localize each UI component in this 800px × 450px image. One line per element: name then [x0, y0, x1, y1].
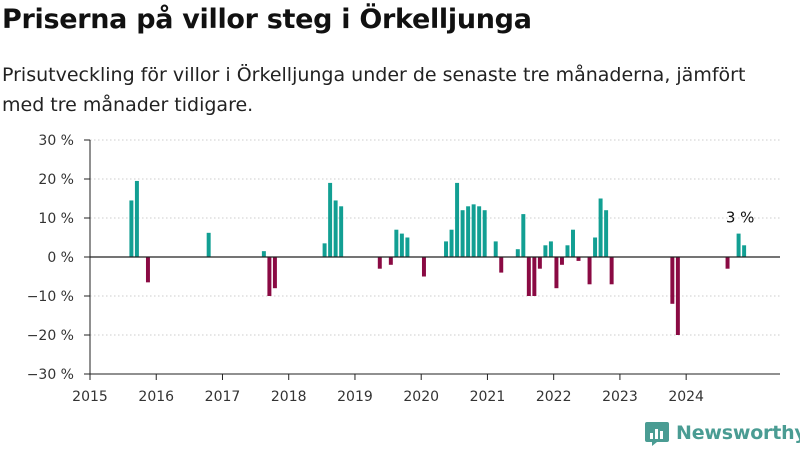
bar — [328, 182, 333, 257]
y-tick-label: −10 % — [27, 289, 74, 305]
bar — [477, 206, 482, 257]
x-tick-label: 2018 — [271, 389, 307, 405]
bar — [399, 233, 404, 257]
bar — [532, 257, 537, 296]
bar — [405, 237, 410, 257]
bar — [449, 229, 454, 257]
bar — [670, 257, 675, 304]
bar — [267, 257, 272, 296]
bar — [261, 251, 266, 257]
bar — [471, 204, 476, 257]
bar — [543, 245, 548, 257]
bar — [460, 210, 465, 257]
bar — [134, 180, 139, 257]
bar — [593, 237, 598, 257]
bar — [576, 257, 581, 261]
axes — [84, 139, 780, 380]
bar — [587, 257, 592, 285]
bar — [455, 182, 460, 257]
bar — [609, 257, 614, 285]
newsworthy-logo: Newsworthy — [644, 419, 800, 447]
bar — [537, 257, 542, 269]
bar — [444, 241, 449, 257]
bar — [559, 257, 564, 265]
bar — [421, 257, 426, 277]
bar-chart-logo-icon — [645, 422, 669, 446]
bar — [742, 245, 747, 257]
bar — [499, 257, 504, 273]
bar — [466, 206, 471, 257]
chart-subtitle: Prisutveckling för villor i Örkelljunga … — [2, 64, 746, 116]
bar — [206, 232, 211, 257]
bar — [322, 243, 327, 257]
x-tick-label: 2020 — [403, 389, 439, 405]
y-tick-label: −20 % — [27, 328, 74, 344]
bar — [515, 249, 520, 257]
y-axis-ticks: −30 % −20 % −10 % 0 % 10 % 20 % 30 % — [27, 133, 74, 383]
bar — [482, 210, 487, 257]
bar — [388, 257, 393, 265]
chart-title: Priserna på villor steg i Örkelljunga — [2, 4, 532, 35]
bar — [736, 233, 741, 257]
x-tick-label: 2019 — [337, 389, 373, 405]
bar — [554, 257, 559, 289]
bar — [675, 257, 680, 335]
bar — [145, 257, 150, 283]
x-tick-label: 2023 — [602, 389, 638, 405]
bar — [565, 245, 570, 257]
x-tick-label: 2022 — [536, 389, 572, 405]
brand-name: Newsworthy — [676, 422, 800, 444]
x-tick-label: 2015 — [72, 389, 108, 405]
y-tick-label: 10 % — [38, 211, 74, 227]
bar — [129, 200, 134, 257]
y-tick-label: 20 % — [38, 172, 74, 188]
x-axis-ticks: 2015 2016 2017 2018 2019 2020 2021 2022 2023 2024 — [72, 389, 704, 405]
bar — [377, 257, 382, 269]
x-tick-label: 2024 — [668, 389, 704, 405]
bar — [339, 206, 344, 257]
bar — [571, 229, 575, 257]
x-tick-label: 2017 — [205, 389, 241, 405]
y-tick-label: 30 % — [38, 133, 74, 149]
bar — [394, 229, 399, 257]
bar — [521, 214, 526, 257]
bar — [725, 257, 730, 269]
bar — [526, 257, 531, 296]
last-value-label: 3 % — [726, 209, 755, 227]
x-tick-label: 2021 — [470, 389, 506, 405]
bar — [548, 241, 553, 257]
bar — [272, 257, 277, 289]
x-tick-label: 2016 — [138, 389, 174, 405]
bar — [333, 200, 338, 257]
bar — [604, 210, 609, 257]
bar — [598, 198, 603, 257]
y-tick-label: 0 % — [47, 250, 74, 266]
bar — [493, 241, 498, 257]
annotations: 3 % — [726, 209, 755, 227]
y-tick-label: −30 % — [27, 367, 74, 383]
bars — [129, 180, 747, 335]
